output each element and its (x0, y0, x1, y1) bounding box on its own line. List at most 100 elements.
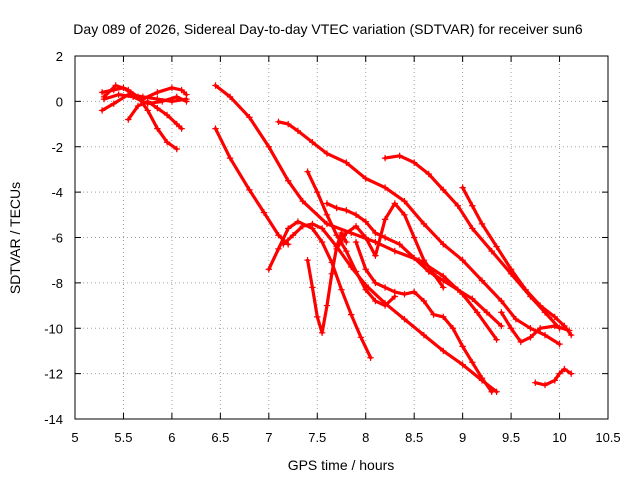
data-point (391, 288, 398, 296)
series-trace (335, 201, 445, 289)
data-point (498, 297, 505, 305)
data-point (440, 313, 447, 321)
data-point (275, 232, 282, 239)
data-point (362, 218, 369, 225)
data-point (314, 313, 321, 321)
data-point (566, 327, 573, 334)
data-point (532, 379, 539, 386)
x-tick-label: 10.5 (595, 430, 620, 445)
data-point (473, 309, 481, 316)
y-tick-label: -12 (44, 367, 63, 382)
data-point (100, 93, 108, 101)
data-point (478, 374, 486, 382)
data-point (420, 220, 428, 228)
x-axis-label: GPS time / hours (288, 457, 395, 473)
data-point (323, 220, 331, 228)
data-point (323, 302, 331, 309)
data-point (265, 143, 273, 150)
data-point (362, 234, 369, 241)
data-point (410, 159, 418, 166)
data-point (314, 188, 321, 196)
data-point (381, 302, 389, 309)
data-point (425, 268, 432, 275)
data-point (454, 202, 461, 209)
y-tick-label: -8 (51, 276, 63, 291)
x-tick-label: 8.5 (405, 430, 423, 445)
data-point (285, 177, 292, 184)
data-point (527, 334, 534, 341)
data-point (498, 309, 505, 316)
data-point (144, 107, 151, 114)
data-point (178, 125, 185, 132)
data-point (343, 159, 350, 166)
x-tick-label: 9 (459, 430, 466, 445)
data-point (154, 104, 161, 112)
data-point (430, 311, 437, 318)
data-point (396, 241, 403, 248)
data-point (318, 238, 326, 246)
data-point (323, 200, 331, 207)
grid-lines (75, 56, 608, 419)
data-point (362, 266, 369, 273)
data-point (391, 247, 398, 255)
data-point (280, 241, 287, 248)
data-point (178, 86, 185, 94)
data-point (328, 270, 336, 277)
series-trace (213, 127, 290, 246)
data-point (299, 222, 306, 230)
data-point (420, 331, 428, 339)
x-tick-label: 8 (362, 430, 369, 445)
data-point (493, 243, 500, 250)
data-point (483, 309, 491, 316)
data-point (144, 98, 151, 105)
series-pass-5 (125, 98, 185, 132)
data-point (469, 295, 476, 302)
data-point (163, 139, 171, 146)
y-tick-label: -6 (51, 231, 63, 246)
data-point (381, 234, 389, 241)
data-point (396, 152, 403, 160)
data-point (352, 222, 360, 230)
data-point (352, 211, 360, 219)
data-point (517, 338, 524, 346)
data-point (183, 98, 190, 105)
x-tick-label: 10 (552, 430, 566, 445)
y-tick-label: 0 (56, 94, 63, 109)
series-pass-13 (333, 200, 447, 291)
series-pass-11 (304, 168, 398, 309)
data-point (343, 229, 350, 237)
data-point (318, 225, 326, 232)
plot-marks (98, 82, 575, 395)
tick-marks (74, 55, 609, 420)
data-point (246, 114, 253, 121)
data-point (410, 254, 418, 262)
data-point (226, 154, 234, 162)
data-point (338, 286, 345, 293)
data-point (401, 211, 408, 219)
data-point (459, 343, 466, 350)
data-point (343, 247, 350, 255)
data-point (372, 252, 379, 259)
data-point (309, 139, 316, 146)
data-point (318, 329, 326, 336)
data-point (401, 291, 408, 298)
data-point (507, 266, 515, 273)
data-point (134, 93, 142, 101)
data-point (567, 370, 575, 377)
data-point (125, 86, 132, 94)
data-point (536, 302, 544, 309)
data-point (125, 116, 132, 123)
data-point (367, 354, 374, 361)
data-point (488, 388, 495, 395)
data-point (381, 216, 389, 223)
data-point (440, 284, 447, 291)
data-point (381, 154, 389, 162)
x-tick-label: 5.5 (114, 430, 132, 445)
series-pass-16 (352, 238, 495, 395)
series-pass-14 (323, 200, 505, 330)
data-point (343, 207, 350, 214)
data-point (159, 98, 166, 105)
data-point (333, 245, 340, 253)
data-point (541, 331, 549, 339)
data-point (420, 256, 428, 264)
